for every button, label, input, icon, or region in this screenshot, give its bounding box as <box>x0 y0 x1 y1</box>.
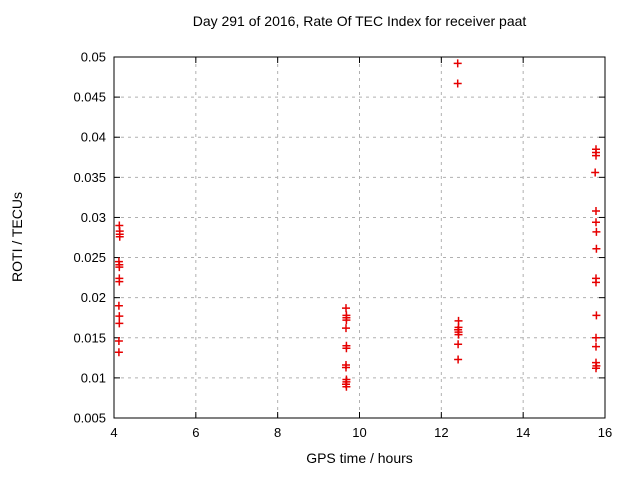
data-point-marker <box>592 364 600 373</box>
data-point-marker <box>591 168 600 177</box>
data-point-marker <box>453 59 462 68</box>
plot-border <box>113 56 606 419</box>
data-point-marker <box>592 342 600 351</box>
data-point-marker <box>592 244 601 253</box>
x-tick-label: 6 <box>192 425 199 440</box>
x-tick-label: 4 <box>110 425 117 440</box>
data-point-marker <box>342 344 351 353</box>
y-tick-label: 0.04 <box>81 130 106 145</box>
x-axis-label: GPS time / hours <box>306 450 413 466</box>
data-point-marker <box>115 232 124 241</box>
y-tick-label: 0.03 <box>81 210 106 225</box>
chart-title: Day 291 of 2016, Rate Of TEC Index for r… <box>192 13 527 29</box>
data-point-marker <box>592 207 600 216</box>
data-point-marker <box>592 311 601 320</box>
x-tick-label: 16 <box>598 425 612 440</box>
y-tick-label: 0.005 <box>73 411 106 426</box>
data-point-marker <box>342 382 351 391</box>
data-point-marker <box>454 340 463 349</box>
data-point-marker <box>592 227 601 236</box>
y-tick-label: 0.05 <box>81 50 106 65</box>
data-point-marker <box>592 151 600 160</box>
y-tick-label: 0.025 <box>73 250 106 265</box>
data-point-marker <box>342 363 350 372</box>
data-point-marker <box>592 333 600 342</box>
y-tick-label: 0.02 <box>81 290 106 305</box>
data-point-marker <box>114 348 123 357</box>
data-point-marker <box>115 277 124 286</box>
x-tick-label: 12 <box>434 425 448 440</box>
data-point-marker <box>592 218 600 227</box>
data-point-marker <box>454 330 463 339</box>
data-point-marker <box>115 319 124 328</box>
y-tick-label: 0.035 <box>73 170 106 185</box>
data-point-marker <box>592 278 600 287</box>
y-tick-label: 0.015 <box>73 330 106 345</box>
data-point-marker <box>342 316 351 325</box>
x-tick-label: 10 <box>352 425 366 440</box>
data-point-marker <box>453 79 462 88</box>
x-tick-label: 14 <box>516 425 530 440</box>
x-tick-label: 8 <box>274 425 281 440</box>
data-point-marker <box>115 263 124 272</box>
data-point-marker <box>342 304 350 313</box>
data-point-marker <box>114 301 123 310</box>
data-point-marker <box>114 336 123 345</box>
data-point-marker <box>454 355 463 364</box>
y-tick-label: 0.045 <box>73 90 106 105</box>
data-point-marker <box>115 312 124 321</box>
data-point-marker <box>342 324 350 333</box>
y-tick-label: 0.01 <box>81 370 106 385</box>
